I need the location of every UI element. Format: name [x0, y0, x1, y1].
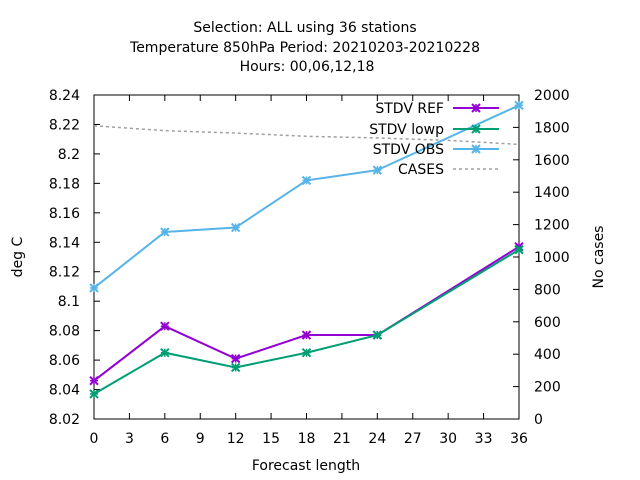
y2-tick-label: 200 — [534, 380, 561, 396]
series-stdv-lowp — [89, 244, 524, 399]
y-tick-label: 8.12 — [49, 265, 80, 281]
data-point — [301, 175, 312, 186]
y2-tick-label: 0 — [534, 412, 543, 428]
y2-tick-label: 600 — [534, 315, 561, 331]
data-point — [160, 348, 170, 358]
series-line-stdv-lowp — [93, 248, 520, 395]
x-tick-label: 6 — [160, 431, 169, 447]
data-point — [372, 165, 383, 175]
legend-item-stdv-obs: STDV OBS — [373, 142, 499, 158]
y2-tick-label: 1200 — [534, 218, 570, 234]
data-point — [471, 124, 481, 134]
data-point — [514, 100, 524, 111]
x-tick-label: 24 — [368, 431, 386, 447]
chart-title-line-3: Hours: 00,06,12,18 — [240, 59, 375, 75]
y2-axis-label: No cases — [591, 226, 607, 289]
x-tick-label: 33 — [475, 431, 493, 447]
data-point — [471, 144, 481, 154]
y-tick-label: 8.06 — [49, 353, 80, 369]
data-point — [89, 376, 99, 386]
legend-label: STDV REF — [375, 101, 444, 117]
x-tick-label: 9 — [196, 431, 205, 447]
data-point — [160, 227, 170, 237]
series-line-cases — [93, 125, 520, 146]
x-tick-label: 27 — [404, 431, 422, 447]
legend-item-stdv-lowp: STDV lowp — [369, 122, 499, 138]
y2-tick-label: 2000 — [534, 88, 570, 104]
y-tick-label: 8.04 — [49, 383, 80, 399]
x-tick-label: 30 — [439, 431, 457, 447]
series-cases — [93, 125, 520, 146]
y-tick-label: 8.2 — [58, 147, 80, 163]
x-axis-label: Forecast length — [252, 458, 360, 474]
y-tick-label: 8.08 — [49, 324, 80, 340]
data-point — [372, 330, 383, 340]
plot-frame — [93, 94, 520, 420]
x-tick-label: 18 — [298, 431, 316, 447]
x-tick-label: 15 — [262, 431, 280, 447]
data-point — [230, 362, 241, 373]
data-point — [89, 389, 99, 399]
y-axis-label: deg C — [10, 236, 26, 277]
y2-tick-label: 1600 — [534, 153, 570, 169]
axis-ticks: 0 3 6 9 12 15 18 21 24 27 30 33 368.028.048.068.088.… — [49, 88, 570, 447]
data-point — [514, 244, 524, 255]
x-tick-label: 3 — [125, 431, 134, 447]
y-tick-label: 8.1 — [58, 294, 80, 310]
y-tick-label: 8.22 — [49, 117, 80, 133]
data-point — [230, 222, 241, 233]
y-tick-label: 8.02 — [49, 412, 80, 428]
data-point — [471, 103, 481, 113]
data-point — [160, 321, 170, 331]
chart-title-line-1: Selection: ALL using 36 stations — [193, 20, 416, 36]
data-point — [301, 348, 312, 358]
chart-title-line-2: Temperature 850hPa Period: 20210203-2021… — [129, 40, 480, 56]
y2-tick-label: 400 — [534, 347, 561, 363]
chart-title: Selection: ALL using 36 stations Tempera… — [129, 20, 480, 75]
y2-tick-label: 800 — [534, 282, 561, 298]
series-line-stdv-ref — [93, 245, 520, 382]
y2-tick-label: 1800 — [534, 120, 570, 136]
legend-label: STDV lowp — [369, 122, 444, 138]
legend: STDV REF STDV lowp STDV OBS CASES — [369, 101, 499, 178]
series-stdv-ref — [89, 241, 524, 386]
y-tick-label: 8.14 — [49, 235, 80, 251]
series-line-stdv-obs — [93, 104, 520, 289]
legend-item-stdv-ref: STDV REF — [375, 101, 499, 117]
x-tick-label: 0 — [90, 431, 99, 447]
series-stdv-obs — [89, 100, 524, 293]
data-point — [301, 330, 312, 340]
y-tick-label: 8.18 — [49, 176, 80, 192]
y-tick-label: 8.24 — [49, 88, 80, 104]
legend-label: CASES — [398, 162, 444, 178]
legend-item-cases: CASES — [398, 162, 499, 178]
y2-tick-label: 1400 — [534, 185, 570, 201]
data-point — [230, 353, 241, 364]
x-tick-label: 36 — [510, 431, 528, 447]
legend-label: STDV OBS — [373, 142, 444, 158]
y-tick-label: 8.16 — [49, 206, 80, 222]
series-layer — [89, 100, 524, 399]
y2-tick-label: 1000 — [534, 250, 570, 266]
data-point — [89, 283, 99, 293]
x-tick-label: 12 — [227, 431, 245, 447]
x-tick-label: 21 — [333, 431, 351, 447]
